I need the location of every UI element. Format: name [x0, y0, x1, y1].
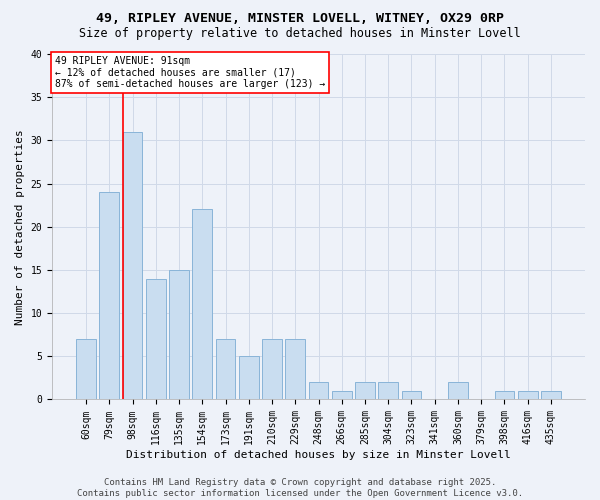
Bar [262, 339, 282, 400]
Bar [401, 391, 421, 400]
Bar [308, 382, 328, 400]
Bar [193, 210, 212, 400]
Y-axis label: Number of detached properties: Number of detached properties [15, 129, 25, 324]
Text: 49 RIPLEY AVENUE: 91sqm
← 12% of detached houses are smaller (17)
87% of semi-de: 49 RIPLEY AVENUE: 91sqm ← 12% of detache… [55, 56, 325, 89]
Bar [76, 339, 96, 400]
Bar [448, 382, 468, 400]
Bar [379, 382, 398, 400]
Bar [100, 192, 119, 400]
Bar [355, 382, 375, 400]
Bar [169, 270, 189, 400]
Bar [239, 356, 259, 400]
X-axis label: Distribution of detached houses by size in Minster Lovell: Distribution of detached houses by size … [126, 450, 511, 460]
Text: Contains HM Land Registry data © Crown copyright and database right 2025.
Contai: Contains HM Land Registry data © Crown c… [77, 478, 523, 498]
Bar [123, 132, 142, 400]
Text: 49, RIPLEY AVENUE, MINSTER LOVELL, WITNEY, OX29 0RP: 49, RIPLEY AVENUE, MINSTER LOVELL, WITNE… [96, 12, 504, 26]
Bar [215, 339, 235, 400]
Bar [494, 391, 514, 400]
Bar [541, 391, 561, 400]
Bar [286, 339, 305, 400]
Bar [332, 391, 352, 400]
Text: Size of property relative to detached houses in Minster Lovell: Size of property relative to detached ho… [79, 28, 521, 40]
Bar [518, 391, 538, 400]
Bar [146, 278, 166, 400]
